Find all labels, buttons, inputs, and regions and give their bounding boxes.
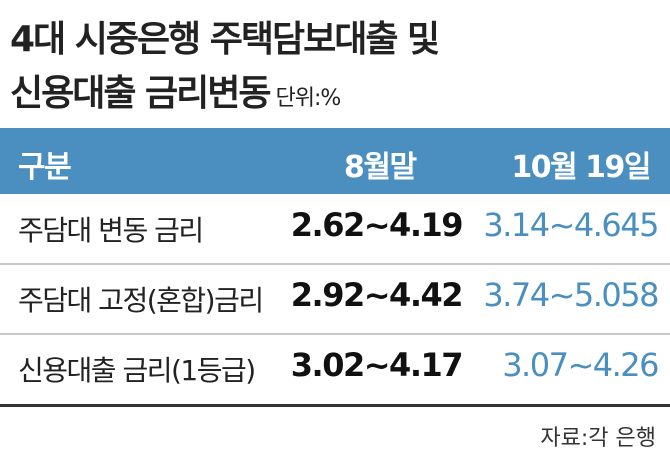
table-row: 주담대 고정(혼합)금리 2.92~4.42 3.74~5.058	[0, 264, 670, 335]
table-row: 신용대출 금리(1등급) 3.02~4.17 3.07~4.26	[0, 334, 670, 403]
table-row: 주담대 변동 금리 2.62~4.19 3.14~4.645	[0, 194, 670, 265]
table-header: 구분 8월말 10월 19일	[0, 128, 670, 194]
table-bottom-rule	[0, 404, 670, 407]
value-aug: 2.62~4.19	[290, 206, 464, 244]
title-text: 신용대출 금리변동	[10, 73, 271, 114]
row-label: 주담대 고정(혼합)금리	[18, 284, 264, 317]
value-oct: 3.14~4.645	[483, 206, 659, 244]
value-oct: 3.07~4.26	[502, 346, 659, 384]
source: 자료:각 은행	[540, 426, 656, 451]
unit: 단위:%	[275, 86, 342, 111]
column-header: 8월말	[344, 150, 417, 185]
title-line: 신용대출 금리변동 단위:%	[10, 64, 342, 116]
row-label: 주담대 변동 금리	[18, 214, 204, 247]
column-header: 10월 19일	[511, 150, 651, 185]
column-header: 구분	[18, 150, 72, 185]
title-line: 4대 시중은행 주택담보대출 및	[10, 19, 440, 60]
value-aug: 2.92~4.42	[290, 276, 464, 314]
value-oct: 3.74~5.058	[483, 276, 659, 314]
row-label: 신용대출 금리(1등급)	[18, 354, 256, 387]
value-aug: 3.02~4.17	[290, 346, 464, 384]
